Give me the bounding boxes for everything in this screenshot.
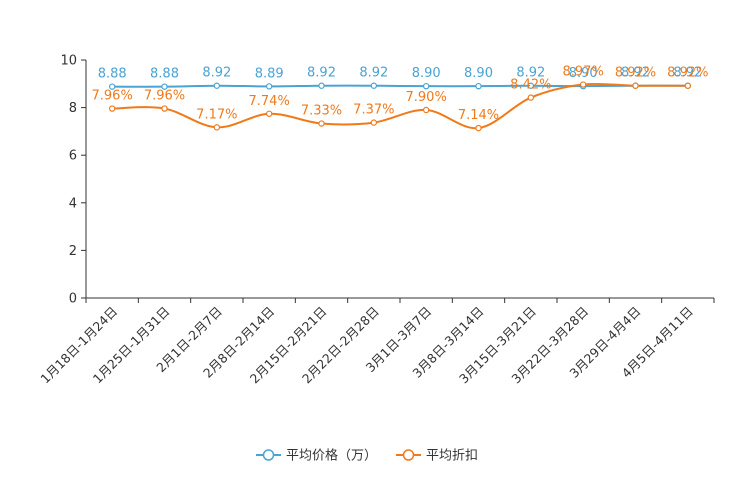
data-label: 8.88 bbox=[98, 67, 127, 82]
data-label: 8.90 bbox=[464, 66, 493, 81]
data-label: 8.92 bbox=[673, 66, 702, 81]
data-label: 8.92% bbox=[615, 66, 656, 81]
data-point[interactable] bbox=[632, 82, 639, 89]
legend-label: 平均价格（万） bbox=[286, 448, 377, 464]
data-point[interactable] bbox=[475, 124, 482, 132]
data-label: 8.92% bbox=[667, 66, 708, 81]
data-label: 7.90% bbox=[406, 90, 447, 105]
legend-label: 平均折扣 bbox=[426, 449, 478, 464]
data-label: 7.96% bbox=[144, 89, 185, 104]
data-label: 8.92 bbox=[359, 66, 388, 81]
data-label: 8.88 bbox=[150, 67, 179, 82]
y-tick-label: 10 bbox=[60, 54, 77, 69]
series-line bbox=[112, 82, 688, 130]
legend-item[interactable]: 平均价格（万） bbox=[256, 448, 377, 464]
data-point[interactable] bbox=[527, 82, 535, 89]
data-point[interactable] bbox=[579, 81, 587, 88]
data-label: 7.17% bbox=[196, 107, 237, 122]
y-tick-label: 2 bbox=[69, 244, 77, 259]
data-label: 8.92 bbox=[307, 66, 336, 81]
data-labels-layer: 8.88 8.88 8.92 8.89 8.92 8.92 8.90 8.90 8.92 8.90… bbox=[92, 65, 709, 124]
data-label: 8.90 bbox=[412, 66, 441, 81]
y-tick-label: 0 bbox=[69, 292, 77, 307]
data-point[interactable] bbox=[265, 110, 273, 117]
y-tick-label: 6 bbox=[69, 149, 77, 164]
data-point[interactable] bbox=[161, 105, 168, 112]
data-label: 8.90 bbox=[569, 66, 598, 81]
data-point[interactable] bbox=[161, 83, 168, 90]
data-point[interactable] bbox=[370, 82, 378, 89]
data-label: 7.14% bbox=[458, 108, 499, 123]
data-point[interactable] bbox=[527, 94, 535, 101]
data-label: 7.37% bbox=[353, 103, 394, 118]
data-point[interactable] bbox=[213, 82, 221, 89]
data-point[interactable] bbox=[318, 120, 325, 127]
legend[interactable]: 平均价格（万） 平均折扣 bbox=[256, 448, 478, 464]
data-label: 8.97% bbox=[563, 65, 604, 80]
data-point[interactable] bbox=[108, 83, 116, 90]
series-layer bbox=[108, 81, 692, 132]
data-point[interactable] bbox=[475, 82, 482, 90]
series-line bbox=[112, 84, 688, 88]
legend-item[interactable]: 平均折扣 bbox=[396, 449, 478, 464]
y-tick-label: 8 bbox=[69, 101, 77, 116]
data-point[interactable] bbox=[108, 105, 116, 112]
data-label: 8.92 bbox=[202, 66, 231, 81]
data-point[interactable] bbox=[422, 106, 430, 114]
data-label: 8.92 bbox=[516, 66, 545, 81]
data-label: 7.96% bbox=[92, 89, 133, 104]
data-point[interactable] bbox=[370, 119, 378, 126]
data-label: 7.74% bbox=[249, 94, 290, 109]
data-point[interactable] bbox=[422, 82, 430, 90]
data-point[interactable] bbox=[684, 82, 692, 89]
data-point[interactable] bbox=[318, 82, 325, 89]
data-point[interactable] bbox=[213, 124, 221, 131]
y-tick-label: 4 bbox=[69, 196, 77, 211]
legend-marker-icon bbox=[262, 449, 275, 461]
data-label: 8.89 bbox=[255, 66, 284, 81]
legend-marker-icon bbox=[402, 449, 415, 461]
data-label: 8.42% bbox=[510, 78, 551, 93]
data-label: 8.92 bbox=[621, 66, 650, 81]
data-label: 7.33% bbox=[301, 104, 342, 119]
data-point[interactable] bbox=[265, 83, 273, 90]
